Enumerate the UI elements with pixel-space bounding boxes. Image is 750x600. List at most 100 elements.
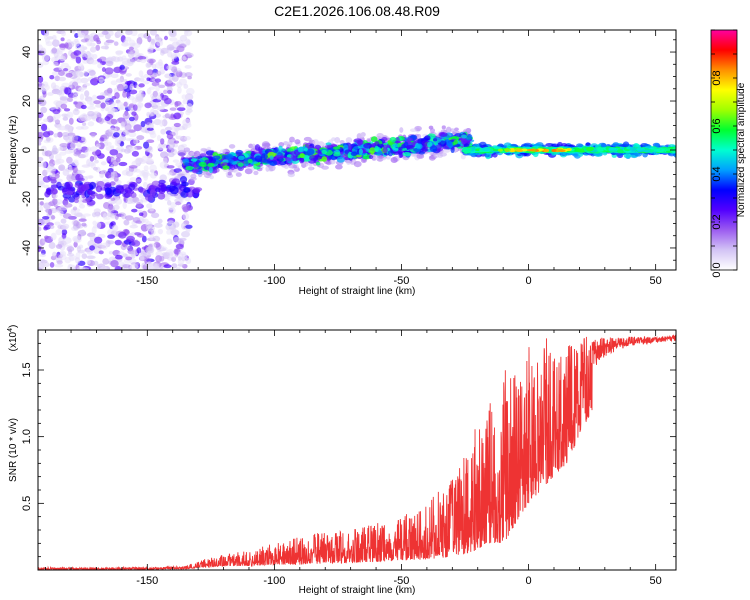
spectral-blob	[64, 42, 69, 49]
spectral-blob	[66, 111, 74, 119]
spectral-blob	[184, 162, 189, 166]
spectral-blob	[159, 119, 164, 127]
spectral-blob	[154, 61, 164, 69]
spectral-blob	[183, 186, 191, 193]
spectral-blob	[126, 58, 136, 64]
spectral-blob	[92, 260, 99, 266]
spectral-blob	[160, 246, 168, 252]
spectral-blob	[164, 126, 173, 131]
spectral-blob	[264, 143, 271, 147]
spectral-blob	[63, 67, 69, 72]
spectral-blob	[52, 61, 59, 66]
spectral-blob	[107, 168, 114, 173]
spectral-blob	[59, 96, 69, 101]
spectral-blob	[190, 173, 197, 179]
snr-scale-label: (x104)	[7, 325, 19, 352]
spectral-blob	[129, 224, 139, 229]
spectral-blob	[629, 147, 637, 152]
spectral-blob	[138, 83, 145, 88]
spectral-blob	[466, 133, 473, 140]
spectral-blob	[138, 212, 144, 217]
y-tick-label: -40	[21, 240, 33, 256]
spectral-blob	[113, 56, 120, 63]
spectral-blob	[94, 212, 101, 218]
spectral-blob	[596, 147, 604, 152]
spectral-blob	[156, 134, 161, 142]
spectral-blob	[94, 159, 99, 164]
spectrogram-heatmap	[38, 30, 676, 270]
spectral-blob	[275, 154, 283, 160]
spectral-blob	[358, 148, 363, 155]
spectral-blob	[128, 131, 137, 138]
spectral-blob	[173, 140, 180, 144]
spectral-blob	[168, 185, 176, 192]
spectral-blob	[199, 153, 207, 157]
spectral-blob	[81, 198, 90, 203]
spectral-blob	[269, 155, 274, 160]
spectral-blob	[209, 175, 214, 180]
spectral-blob	[125, 80, 132, 86]
spectral-blob	[60, 62, 70, 68]
colorbar-tick-label: 0.4	[711, 166, 723, 181]
x-tick-label: -50	[394, 275, 410, 287]
spectral-blob	[267, 151, 276, 158]
spectral-blob	[177, 144, 186, 152]
spectral-blob	[43, 184, 50, 189]
spectral-blob	[107, 205, 116, 213]
spectral-blob	[70, 30, 76, 33]
spectral-blob	[179, 103, 185, 108]
spectral-blob	[65, 181, 73, 190]
spectral-blob	[183, 147, 191, 153]
spectral-blob	[38, 99, 47, 107]
spectral-blob	[104, 182, 112, 188]
spectral-blob	[185, 166, 194, 171]
spectral-blob	[185, 224, 193, 229]
spectral-blob	[77, 32, 86, 38]
spectral-blob	[105, 60, 114, 67]
spectral-blob	[134, 232, 142, 236]
y-tick-label: 0	[21, 147, 33, 153]
spectral-blob	[89, 33, 94, 40]
spectral-blob	[157, 228, 164, 235]
spectral-blob	[173, 122, 181, 128]
spectral-blob	[123, 148, 131, 154]
spectral-blob	[131, 150, 140, 157]
spectral-blob	[149, 30, 158, 36]
spectral-blob	[129, 263, 139, 270]
spectral-blob	[44, 235, 49, 240]
spectral-blob	[446, 140, 453, 147]
spectral-blob	[228, 144, 236, 149]
spectral-blob	[122, 264, 131, 269]
spectral-blob	[182, 98, 188, 105]
spectral-blob	[402, 151, 412, 157]
spectral-blob	[105, 39, 115, 44]
spectral-blob	[173, 68, 178, 76]
spectral-blob	[136, 37, 143, 45]
spectral-blob	[64, 203, 73, 208]
spectral-blob	[63, 108, 71, 112]
spectral-blob	[148, 129, 156, 135]
x-tick-label: -150	[136, 275, 158, 287]
spectral-blob	[62, 187, 68, 193]
spectral-blob	[118, 161, 128, 167]
snr-x-axis: -150 -100 -50 0 50	[45, 330, 662, 587]
snr-scale-base: (x10	[8, 331, 19, 351]
spectral-blob	[66, 190, 74, 196]
spectral-blob	[41, 123, 48, 132]
spectral-blob	[608, 147, 619, 153]
spectral-blob	[175, 113, 181, 120]
spectral-blob	[116, 31, 125, 36]
spectral-blob	[62, 116, 69, 121]
spectral-blob	[93, 100, 101, 105]
spectral-blob	[175, 126, 180, 130]
spectral-blob	[183, 30, 191, 33]
spectral-blob	[113, 41, 119, 46]
spectral-blob	[88, 70, 96, 76]
spectral-blob	[176, 45, 185, 53]
spectral-blob	[45, 169, 52, 173]
spectral-blob	[100, 170, 105, 178]
spectral-blob	[40, 83, 50, 91]
spectral-blob	[68, 117, 74, 125]
spectral-blob	[39, 201, 44, 206]
spectral-blob	[184, 65, 192, 69]
